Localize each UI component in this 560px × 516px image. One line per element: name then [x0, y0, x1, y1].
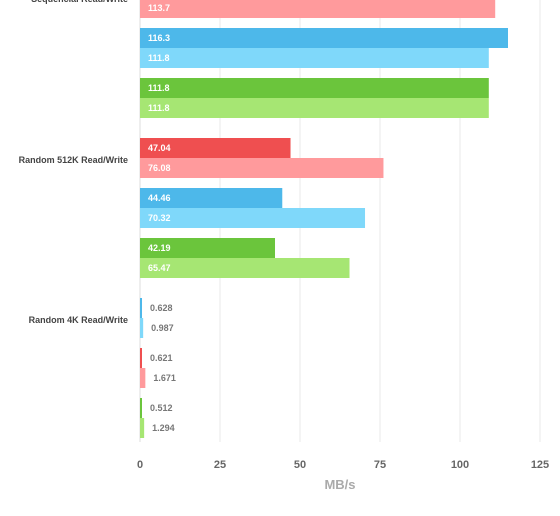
write-bar: [140, 98, 489, 118]
write-bar: [140, 318, 144, 338]
write-bar: [140, 0, 496, 18]
bar-value-label: 42.19: [148, 243, 171, 253]
category-label: Random 4K Read/Write: [29, 315, 128, 325]
write-bar: [140, 368, 146, 388]
category-label: Random 512K Read/Write: [19, 155, 128, 165]
x-tick-label: 0: [137, 459, 143, 471]
bar-value-label: 0.987: [151, 323, 174, 333]
bar-value-label: 111.8: [148, 83, 170, 93]
bar-value-label: 47.04: [148, 143, 171, 153]
bar-value-label: 1.294: [152, 423, 175, 433]
read-bar: [140, 238, 276, 258]
bars: [140, 0, 508, 438]
bar-value-label: 44.46: [148, 193, 171, 203]
write-bar: [140, 158, 384, 178]
read-bar: [140, 188, 283, 208]
write-bar: [140, 208, 366, 228]
bar-value-label: 116.3: [148, 33, 170, 43]
read-bar: [140, 398, 142, 418]
bar-value-label: 111.8: [148, 53, 170, 63]
bar-value-label: 0.512: [150, 403, 173, 413]
bar-value-label: 111.8: [148, 103, 170, 113]
write-bar: [140, 418, 145, 438]
read-bar: [140, 28, 508, 48]
write-bar: [140, 48, 489, 68]
bar-value-label: 0.621: [150, 353, 173, 363]
bar-value-label: 1.671: [153, 373, 176, 383]
x-axis-label: MB/s: [324, 477, 355, 492]
category-label: Sequencial Read/Write: [31, 0, 128, 4]
bar-value-label: 65.47: [148, 263, 171, 273]
read-bar: [140, 78, 489, 98]
write-bar: [140, 258, 350, 278]
x-tick-label: 50: [294, 459, 306, 471]
x-tick-label: 100: [451, 459, 469, 471]
bar-value-label: 70.32: [148, 213, 171, 223]
labels: 0 25 50 75 100 125 Sequencial Read/Write 113.7 1…: [19, 0, 550, 471]
x-tick-label: 75: [374, 459, 386, 471]
read-bar: [140, 348, 142, 368]
bar-value-label: 0.628: [150, 303, 173, 313]
x-tick-label: 125: [531, 459, 549, 471]
x-tick-label: 25: [214, 459, 226, 471]
read-bar: [140, 138, 291, 158]
read-bar: [140, 298, 143, 318]
bar-value-label: 113.7: [148, 3, 170, 13]
bar-value-label: 76.08: [148, 163, 171, 173]
